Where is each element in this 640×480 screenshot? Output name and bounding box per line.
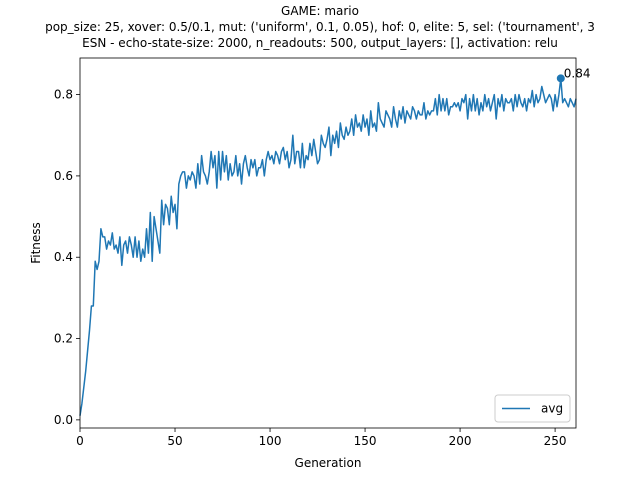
x-tick-label: 100: [259, 434, 282, 448]
axes-layer: 0 50 100 150 200 250 0.0 0.2 0.4 0.6 0.8: [54, 88, 567, 448]
plot-frame: [79, 57, 577, 429]
x-tick-label: 50: [167, 434, 182, 448]
x-tick-label: 250: [544, 434, 567, 448]
y-tick-label: 0.2: [54, 332, 73, 346]
y-tick-label: 0.0: [54, 413, 73, 427]
legend-label-avg: avg: [541, 402, 563, 416]
y-axis-label: Fitness: [29, 222, 43, 264]
x-axis-label: Generation: [295, 456, 362, 470]
y-tick-label: 0.8: [54, 88, 73, 102]
y-tick-label: 0.6: [54, 169, 73, 183]
legend: avg: [494, 394, 571, 423]
chart-title-line-2: pop_size: 25, xover: 0.5/0.1, mut: ('uni…: [45, 20, 595, 34]
x-tick-label: 150: [354, 434, 377, 448]
x-tick-label: 0: [76, 434, 84, 448]
max-point-marker: [556, 74, 565, 83]
x-tick-label: 200: [449, 434, 472, 448]
y-tick-label: 0.4: [54, 250, 73, 264]
legend-box: [494, 394, 571, 423]
chart-title-line-1: GAME: mario: [281, 4, 359, 18]
chart-title-line-3: ESN - echo-state-size: 2000, n_readouts:…: [82, 36, 558, 50]
plot-data-layer: 0.84: [79, 66, 591, 416]
max-point-label: 0.84: [564, 66, 591, 80]
series-line-avg: [79, 77, 577, 416]
